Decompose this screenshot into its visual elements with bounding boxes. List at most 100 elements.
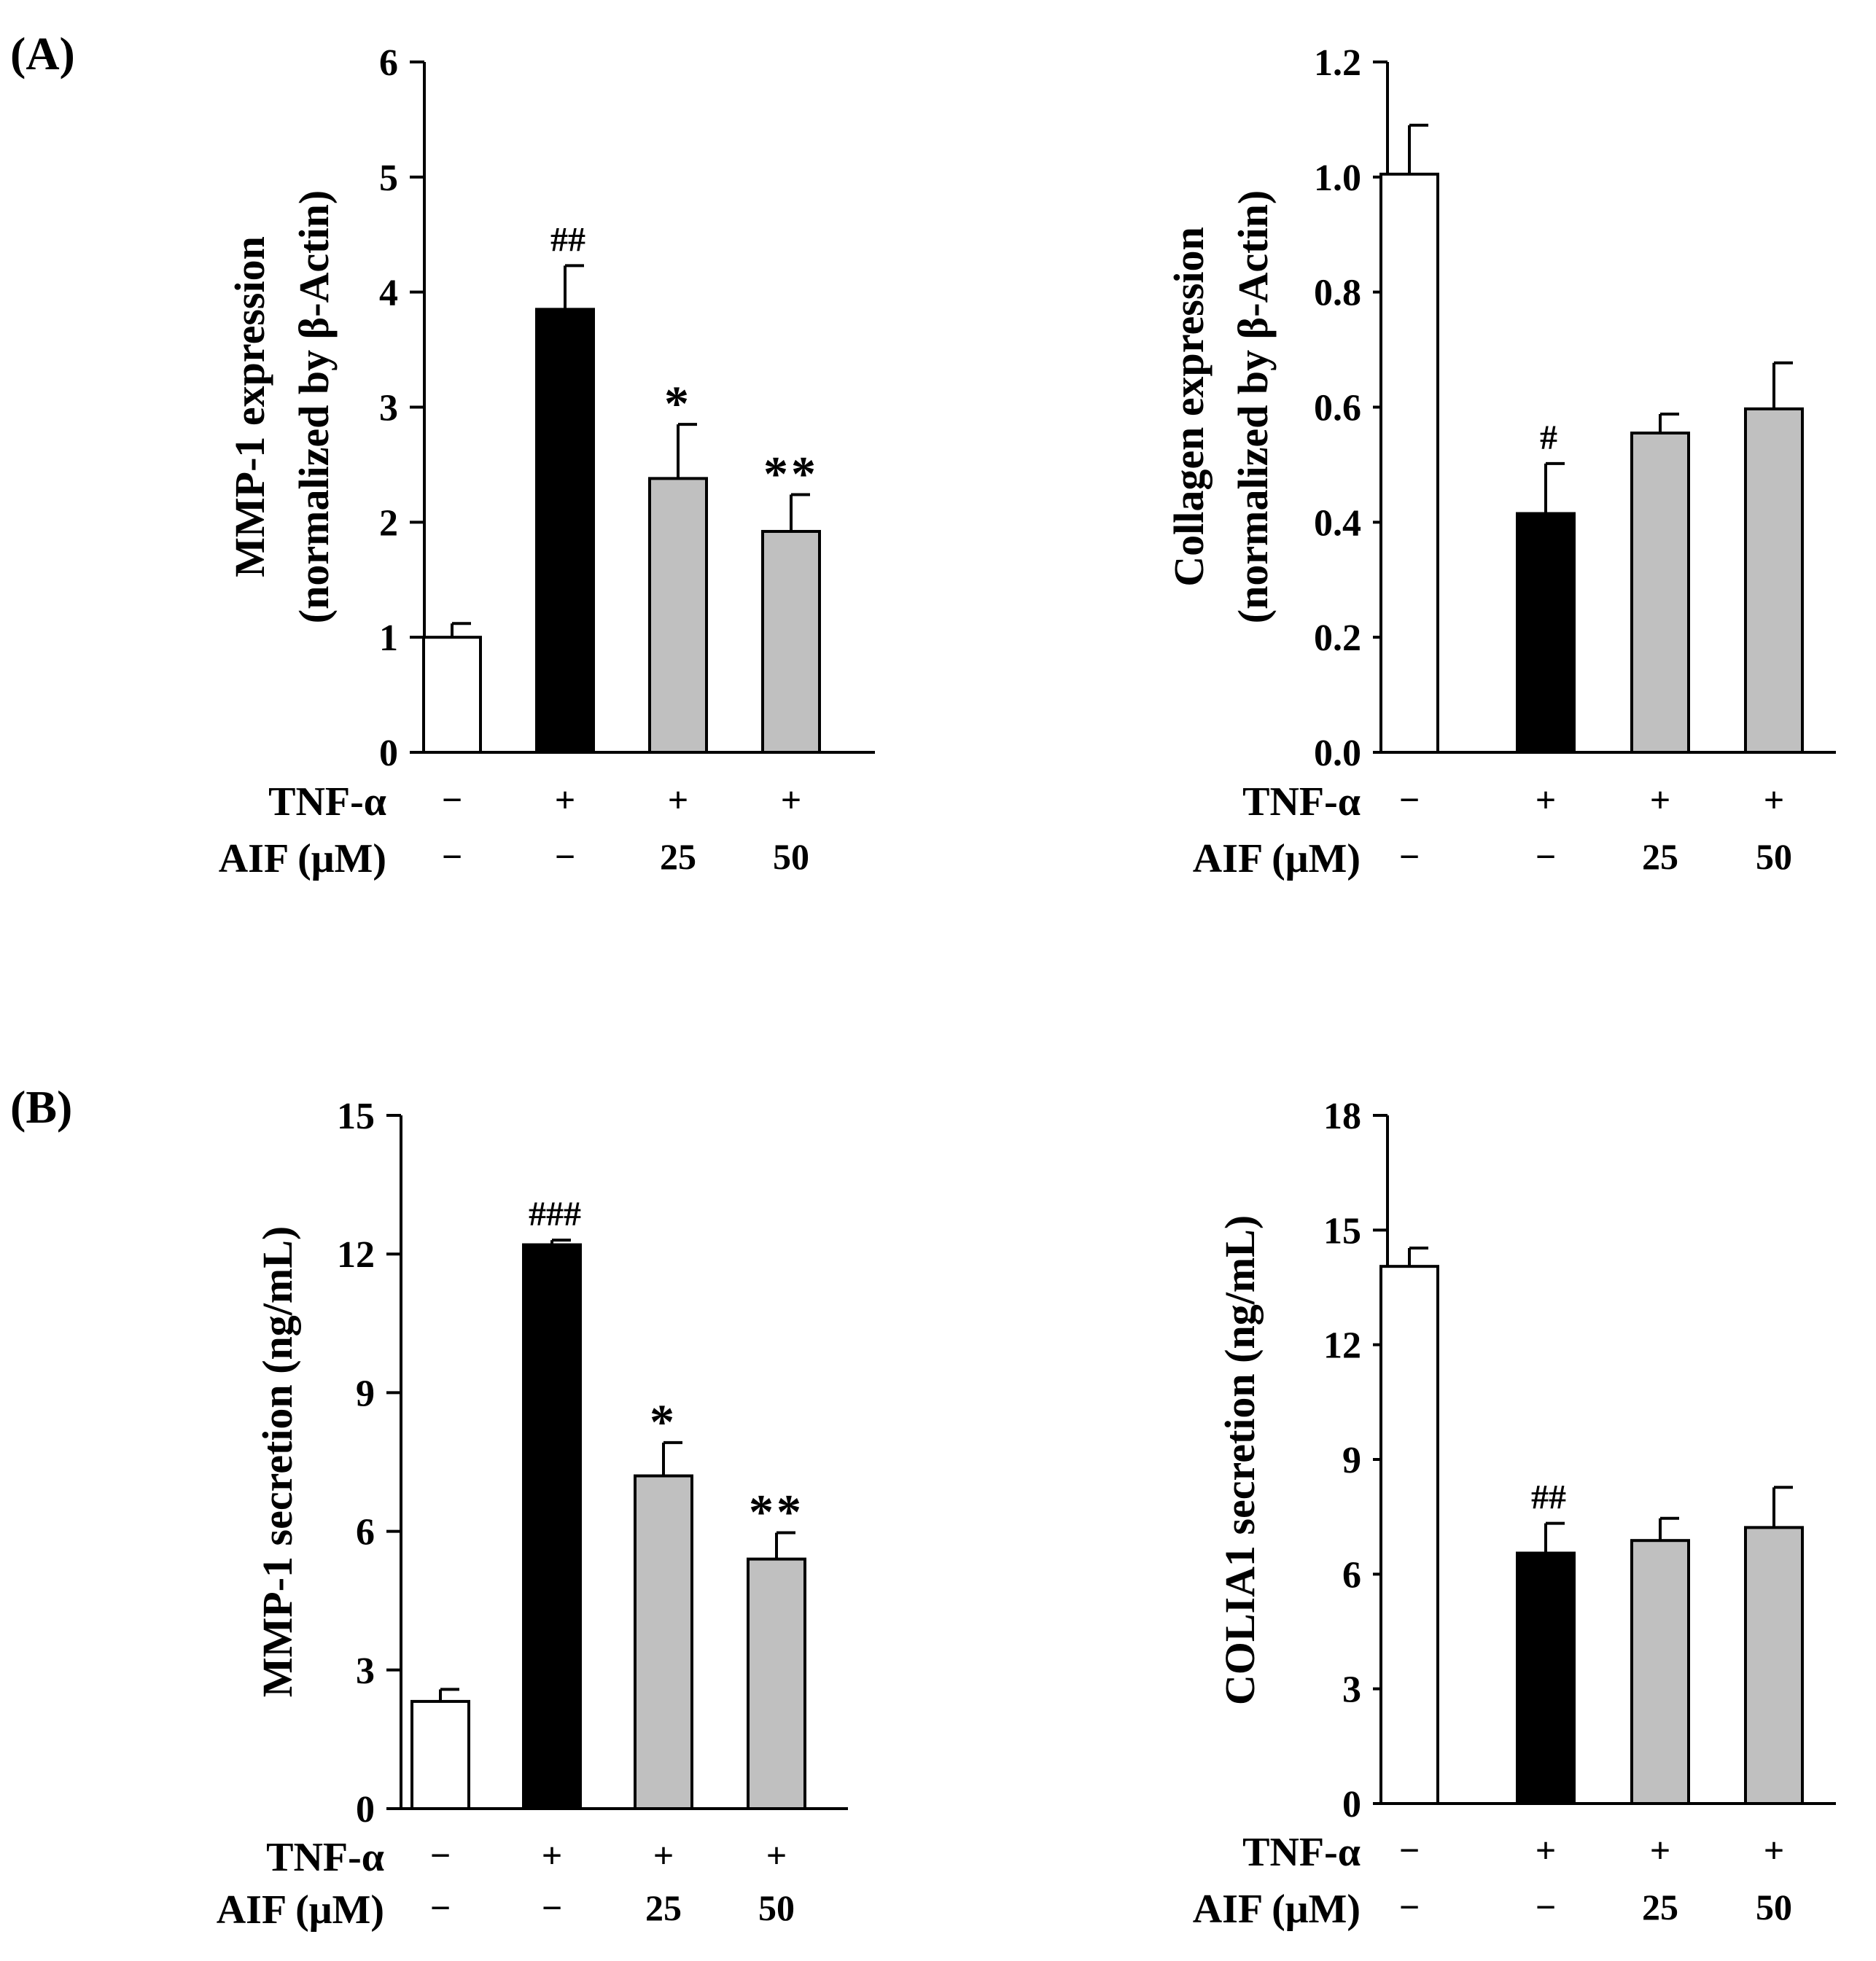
condition-dose-value: − — [555, 836, 576, 877]
condition-treatment-sign: + — [1536, 1830, 1557, 1871]
y-tick-label: 18 — [1323, 1096, 1361, 1137]
y-tick-label: 1.0 — [1314, 157, 1361, 199]
y-tick-label: 0 — [379, 733, 398, 774]
row-label-dose: AIF (μM) — [219, 836, 386, 881]
condition-dose-value: − — [430, 1887, 451, 1928]
y-tick-label: 1.2 — [1314, 42, 1361, 84]
bar — [648, 477, 708, 755]
row-label-dose: AIF (μM) — [217, 1887, 384, 1933]
significance-label: ** — [763, 445, 819, 501]
y-tick-label: 9 — [356, 1373, 375, 1414]
condition-treatment-sign: − — [442, 779, 463, 820]
y-tick-label: 3 — [1342, 1669, 1361, 1711]
condition-dose-value: 25 — [1642, 836, 1678, 877]
panel-label-a: (A) — [10, 28, 75, 79]
bar — [634, 1474, 693, 1811]
y-tick-label: 1 — [379, 617, 398, 659]
condition-treatment-sign: − — [430, 1835, 451, 1876]
row-label-treatment: TNF-α — [268, 779, 386, 824]
y-axis-title: Collagen expression — [1165, 227, 1213, 587]
condition-treatment-sign: + — [653, 1835, 674, 1876]
bar — [1630, 1539, 1690, 1805]
bar — [410, 1699, 470, 1811]
bar — [1379, 1265, 1439, 1805]
condition-dose-value: − — [1399, 1887, 1420, 1927]
y-tick-label: 0 — [1342, 1784, 1361, 1825]
condition-dose-value: − — [1536, 836, 1557, 877]
significance-label: ### — [529, 1195, 581, 1233]
condition-treatment-sign: + — [1764, 779, 1785, 820]
y-tick-label: 6 — [379, 42, 398, 84]
significance-label: # — [1540, 418, 1557, 457]
condition-dose-value: − — [1536, 1887, 1557, 1927]
condition-treatment-sign: − — [1399, 1830, 1420, 1871]
y-tick-label: 0.2 — [1314, 617, 1361, 659]
significance-label: ** — [749, 1484, 804, 1540]
condition-dose-value: − — [442, 836, 463, 877]
condition-dose-value: − — [1399, 836, 1420, 877]
y-axis-title: COLIA1 secretion (ng/mL) — [1216, 1215, 1264, 1705]
y-tick-label: 0.6 — [1314, 388, 1361, 429]
bar — [747, 1557, 806, 1810]
y-tick-label: 12 — [337, 1234, 375, 1276]
y-tick-label: 4 — [379, 273, 398, 314]
condition-treatment-sign: + — [766, 1835, 787, 1876]
panel-label-b: (B) — [10, 1081, 72, 1133]
y-tick-label: 0.4 — [1314, 502, 1361, 544]
condition-dose-value: 25 — [1642, 1887, 1678, 1927]
condition-treatment-sign: + — [1650, 779, 1671, 820]
significance-label: * — [664, 375, 692, 431]
condition-dose-value: 50 — [773, 836, 809, 877]
y-tick-label: 9 — [1342, 1440, 1361, 1481]
row-label-dose: AIF (μM) — [1193, 836, 1361, 881]
y-axis-title: (normalized by β-Actin) — [290, 190, 338, 623]
y-tick-label: 0 — [356, 1789, 375, 1831]
row-label-treatment: TNF-α — [1242, 779, 1361, 824]
bar — [1744, 407, 1804, 754]
bar — [1630, 432, 1690, 754]
condition-treatment-sign: + — [1536, 779, 1557, 820]
significance-label: ## — [550, 220, 585, 259]
y-axis-title: MMP-1 secretion (ng/mL) — [254, 1226, 301, 1697]
condition-dose-value: − — [542, 1887, 563, 1928]
significance-label: * — [650, 1394, 677, 1449]
row-label-dose: AIF (μM) — [1193, 1887, 1361, 1932]
condition-treatment-sign: + — [555, 779, 576, 820]
bar — [1516, 512, 1576, 755]
bar — [422, 636, 482, 755]
y-tick-label: 3 — [379, 388, 398, 429]
y-tick-label: 0.0 — [1314, 733, 1361, 774]
y-tick-label: 0.8 — [1314, 273, 1361, 314]
bar — [535, 308, 595, 754]
y-tick-label: 15 — [337, 1096, 375, 1137]
y-tick-label: 6 — [1342, 1554, 1361, 1596]
condition-treatment-sign: + — [668, 779, 689, 820]
y-tick-label: 2 — [379, 502, 398, 544]
condition-treatment-sign: + — [1764, 1830, 1785, 1871]
condition-treatment-sign: + — [781, 779, 802, 820]
bar — [761, 529, 821, 755]
condition-treatment-sign: + — [542, 1835, 563, 1876]
condition-dose-value: 25 — [645, 1887, 682, 1928]
significance-label: ## — [1531, 1478, 1566, 1517]
bar — [1744, 1526, 1804, 1805]
bar — [1516, 1551, 1576, 1805]
y-tick-label: 15 — [1323, 1210, 1361, 1252]
condition-treatment-sign: − — [1399, 779, 1420, 820]
condition-dose-value: 25 — [660, 836, 696, 877]
row-label-treatment: TNF-α — [1242, 1830, 1361, 1875]
y-axis-title: MMP-1 expression — [226, 236, 273, 577]
condition-dose-value: 50 — [758, 1887, 795, 1928]
y-tick-label: 6 — [356, 1512, 375, 1553]
condition-dose-value: 50 — [1756, 1887, 1792, 1927]
condition-treatment-sign: + — [1650, 1830, 1671, 1871]
y-tick-label: 12 — [1323, 1325, 1361, 1367]
condition-dose-value: 50 — [1756, 836, 1792, 877]
bar — [1379, 172, 1439, 754]
y-tick-label: 3 — [356, 1650, 375, 1692]
row-label-treatment: TNF-α — [266, 1835, 384, 1880]
bar — [522, 1243, 582, 1810]
y-tick-label: 5 — [379, 157, 398, 199]
y-axis-title: (normalized by β-Actin) — [1229, 190, 1277, 623]
